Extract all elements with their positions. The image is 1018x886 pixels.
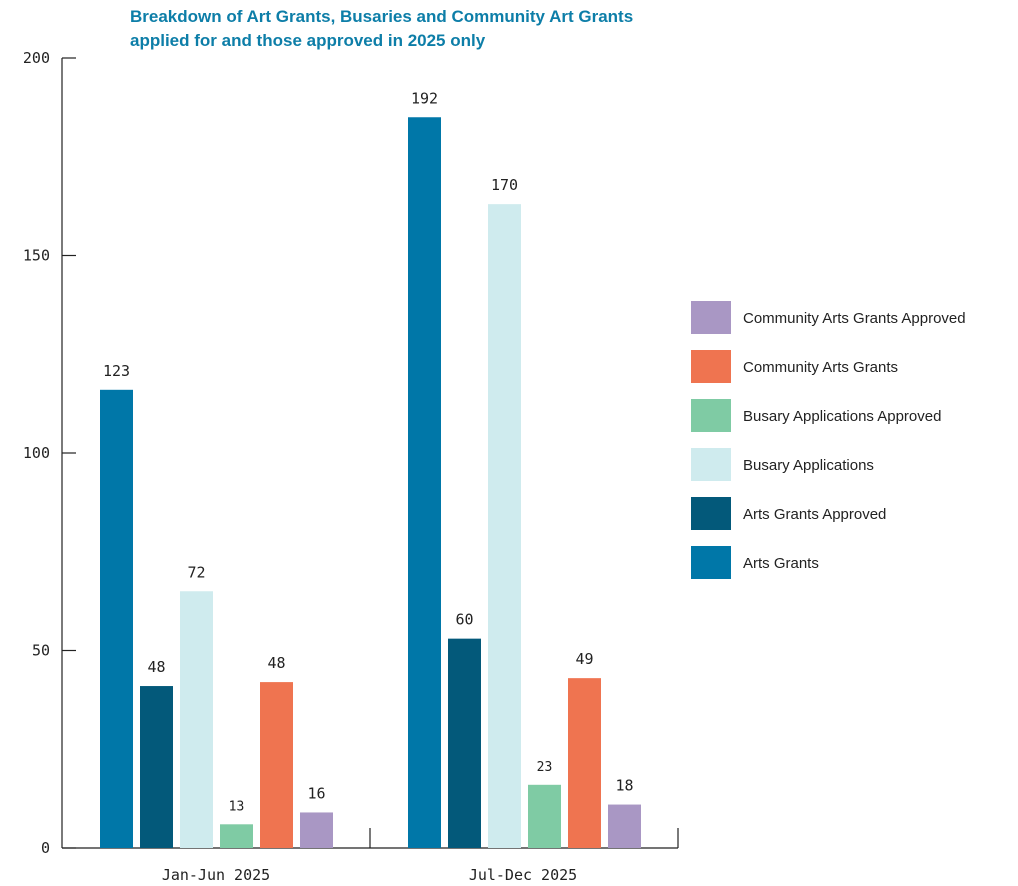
y-tick-label: 50	[32, 642, 50, 660]
legend-label: Busary Applications	[743, 457, 874, 474]
y-tick-label: 200	[23, 49, 50, 67]
bar	[300, 812, 333, 848]
x-category-label: Jul-Dec 2025	[469, 866, 577, 884]
legend: Community Arts Grants Approved Community …	[691, 301, 966, 579]
bar	[448, 638, 481, 848]
data-label: 18	[615, 777, 633, 795]
legend-label: Community Arts Grants	[743, 359, 898, 376]
y-tick-label: 0	[41, 839, 50, 857]
data-label: 48	[267, 654, 285, 672]
data-label: 192	[411, 89, 438, 107]
bar	[568, 678, 601, 848]
legend-swatch	[691, 399, 731, 432]
bar	[140, 686, 173, 848]
data-label: 60	[455, 611, 473, 629]
legend-swatch	[691, 350, 731, 383]
legend-swatch	[691, 546, 731, 579]
bar	[608, 804, 641, 848]
bars	[100, 117, 641, 848]
bar	[260, 682, 293, 848]
chart-title-line-2: applied for and those approved in 2025 o…	[130, 31, 486, 50]
legend-swatch	[691, 301, 731, 334]
y-tick-label: 150	[23, 247, 50, 265]
data-label: 170	[491, 176, 518, 194]
chart-title-line-1: Breakdown of Art Grants, Busaries and Co…	[130, 7, 633, 26]
data-label: 123	[103, 362, 130, 380]
bar	[488, 204, 521, 848]
data-label: 23	[537, 760, 553, 775]
legend-swatch	[691, 448, 731, 481]
chart-title: Breakdown of Art Grants, Busaries and Co…	[130, 7, 633, 50]
y-tick-label: 100	[23, 444, 50, 462]
legend-label: Busary Applications Approved	[743, 408, 941, 425]
legend-label: Arts Grants	[743, 555, 819, 572]
data-labels: 123 192 48 60 72 170 13 23 48 49 16 18	[103, 89, 634, 814]
data-label: 48	[147, 658, 165, 676]
bar	[220, 824, 253, 848]
bar	[100, 389, 133, 848]
data-label: 72	[187, 563, 205, 581]
legend-label: Arts Grants Approved	[743, 506, 886, 523]
legend-label: Community Arts Grants Approved	[743, 310, 966, 327]
data-label: 16	[307, 784, 325, 802]
legend-swatch	[691, 497, 731, 530]
bar	[528, 784, 561, 848]
x-category-label: Jan-Jun 2025	[162, 866, 270, 884]
bar	[180, 591, 213, 848]
data-label: 49	[575, 650, 593, 668]
data-label: 13	[229, 799, 245, 814]
bar	[408, 117, 441, 848]
